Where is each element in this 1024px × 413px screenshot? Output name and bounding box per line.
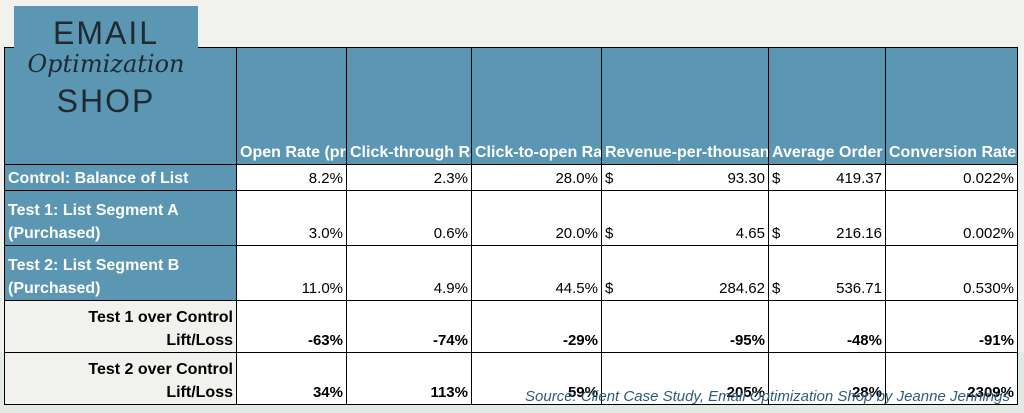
logo-line-2: Optimization	[27, 50, 185, 78]
table-row-lift-test-1: Test 1 over Control Lift/Loss -63% -74% -…	[4, 300, 1018, 353]
cell-ctr: 2.3%	[346, 164, 472, 191]
cell-rpme: -95%	[601, 300, 769, 353]
row-label-lift-test-2: Test 2 over Control Lift/Loss	[4, 352, 237, 405]
cell-rpme: $284.62	[601, 245, 769, 301]
row-label-test-1: Test 1: List Segment A (Purchased)	[4, 190, 237, 246]
cell-aov: 28%	[768, 352, 886, 405]
cell-ctr: 4.9%	[346, 245, 472, 301]
email-optimization-shop-logo: EMAIL Optimization SHOP	[14, 6, 198, 132]
cell-open-rate: 8.2%	[236, 164, 347, 191]
row-label-test-2: Test 2: List Segment B (Purchased)	[4, 245, 237, 301]
cell-rpme: $4.65	[601, 190, 769, 246]
amount: 4.65	[735, 225, 765, 242]
source-caption: Source: Client Case Study, Email Optimiz…	[525, 388, 1010, 405]
lift-label-line-2: Lift/Loss	[166, 332, 233, 349]
currency-symbol: $	[772, 280, 781, 297]
cell-ctr: 0.6%	[346, 190, 472, 246]
header-rpme: Revenue-per-thousand-emails-sent (RPME)	[601, 47, 769, 165]
header-aov: Average Order Value (AOV)	[768, 47, 886, 165]
amount: 419.37	[836, 170, 882, 187]
currency-symbol: $	[605, 280, 614, 297]
cell-aov: -48%	[768, 300, 886, 353]
lift-label-line-2: Lift/Loss	[166, 384, 233, 401]
cell-open-rate: 3.0%	[236, 190, 347, 246]
table-row-test-1: Test 1: List Segment A (Purchased) 3.0% …	[4, 190, 1018, 246]
header-ctor: Click-to-open Rate (CTOR)	[471, 47, 602, 165]
cell-rpme: $93.30	[601, 164, 769, 191]
cell-ctor: -29%	[471, 300, 602, 353]
cell-open-rate: -63%	[236, 300, 347, 353]
cell-aov: $216.16	[768, 190, 886, 246]
cell-rpme: 205%	[601, 352, 769, 405]
currency-symbol: $	[605, 170, 614, 187]
table-row-control: Control: Balance of List 8.2% 2.3% 28.0%…	[4, 164, 1018, 191]
table-row-test-2: Test 2: List Segment B (Purchased) 11.0%…	[4, 245, 1018, 301]
row-label-lift-test-1: Test 1 over Control Lift/Loss	[4, 300, 237, 353]
cell-ctor: 28.0%	[471, 164, 602, 191]
cell-cr: 2309%	[885, 352, 1018, 405]
row-label-control: Control: Balance of List	[4, 164, 237, 191]
logo-line-1: EMAIL	[52, 15, 160, 51]
cell-aov: $419.37	[768, 164, 886, 191]
cell-ctr: -74%	[346, 300, 472, 353]
header-ctr: Click-through Rate (CTR)	[346, 47, 472, 165]
cell-cr: 0.002%	[885, 190, 1018, 246]
header-cr: Conversion Rate from Emails Sent (CR)	[885, 47, 1018, 165]
cell-aov: $536.71	[768, 245, 886, 301]
cell-cr: 0.022%	[885, 164, 1018, 191]
amount: 93.30	[727, 170, 765, 187]
lift-label-line-1: Test 2 over Control	[88, 361, 233, 378]
cell-cr: 0.530%	[885, 245, 1018, 301]
cell-open-rate: 11.0%	[236, 245, 347, 301]
amount: 284.62	[719, 280, 765, 297]
logo-line-3: SHOP	[56, 83, 156, 119]
cell-ctor: 59%	[471, 352, 602, 405]
currency-symbol: $	[605, 225, 614, 242]
lift-label-line-1: Test 1 over Control	[88, 309, 233, 326]
currency-symbol: $	[772, 170, 781, 187]
cell-cr: -91%	[885, 300, 1018, 353]
amount: 536.71	[836, 280, 882, 297]
header-open-rate: Open Rate (pre-MPP)	[236, 47, 347, 165]
amount: 216.16	[836, 225, 882, 242]
cell-ctr: 113%	[346, 352, 472, 405]
cell-ctor: 20.0%	[471, 190, 602, 246]
cell-open-rate: 34%	[236, 352, 347, 405]
cell-ctor: 44.5%	[471, 245, 602, 301]
table-row-lift-test-2: Test 2 over Control Lift/Loss 34% 113% 59…	[4, 352, 1018, 405]
currency-symbol: $	[772, 225, 781, 242]
